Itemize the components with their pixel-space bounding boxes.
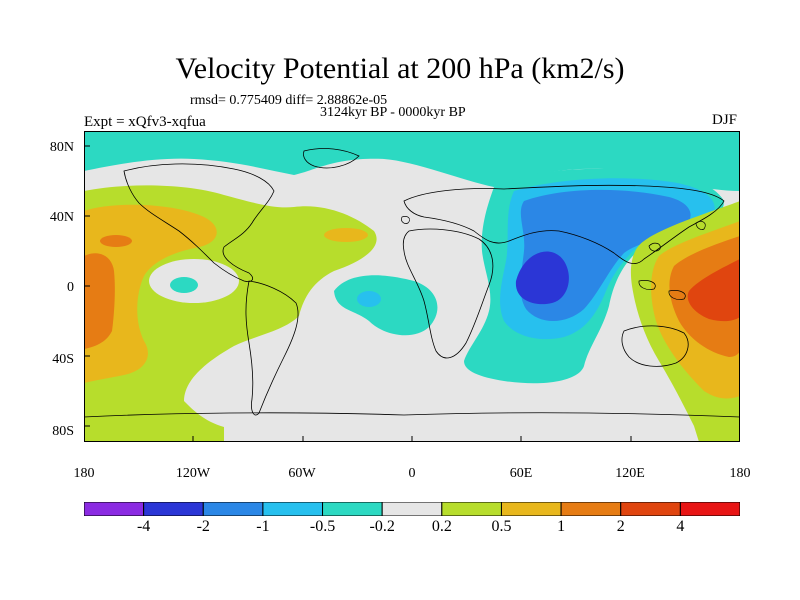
experiment-label: Expt = xQfv3-xqfua (84, 114, 206, 130)
australia-outline (621, 325, 689, 367)
velocity-potential-map (84, 131, 740, 442)
season-label: DJF (712, 112, 738, 128)
field-cyan-atlantic (334, 275, 438, 336)
stats-line: rmsd= 0.775409 diff= 2.88862e-05 (190, 93, 388, 108)
field-yellowgreen-southwest (84, 399, 224, 442)
colorbar-box (202, 502, 264, 516)
field-cyan-pacific (170, 277, 198, 293)
field-cyan-north (84, 131, 740, 191)
colorbar-box (381, 502, 443, 516)
colorbar-label: 0.2 (431, 518, 452, 535)
colorbar-box (143, 502, 204, 516)
island-outlines (401, 216, 706, 300)
colorbar-label: 1 (557, 518, 566, 535)
x-tick-label-180w: 180 (73, 466, 95, 481)
field-red-east (687, 259, 740, 322)
colorbar-label: -0.2 (369, 518, 395, 535)
field-darkblue-indian (515, 251, 569, 305)
y-tick-label-40n: 40N (49, 210, 74, 225)
colorbar-label: 2 (616, 518, 625, 535)
eurasia-outline (403, 184, 725, 265)
colorbar-label: -2 (196, 518, 210, 535)
north-america-outline (123, 163, 275, 282)
continent-outlines (84, 148, 740, 418)
antarctica-outline (84, 412, 740, 418)
colorbar (84, 502, 740, 516)
colorbar-box (262, 502, 324, 516)
colorbar-box (322, 502, 383, 516)
map-ticks (84, 145, 632, 442)
colorbar-label: 0.5 (491, 518, 512, 535)
africa-outline (402, 228, 494, 359)
period-line: 3124kyr BP - 0000kyr BP (320, 105, 466, 120)
colorbar-label: 4 (676, 518, 685, 535)
colorbar-box (441, 502, 502, 516)
field-darkorange-west (84, 253, 115, 349)
plot-title: Velocity Potential at 200 hPa (km2/s) (175, 52, 625, 85)
field-lightblue-atlantic (357, 291, 381, 307)
colorbar-label: -4 (136, 518, 151, 535)
x-tick-label-60w: 60W (288, 466, 316, 481)
colorbar-box (84, 502, 145, 516)
greenland-outline (303, 148, 360, 169)
y-tick-label-40s: 40S (52, 352, 74, 367)
y-tick-label-80n: 80N (49, 140, 74, 155)
x-tick-label-180e: 180 (729, 466, 751, 481)
colorbar-label: -0.5 (309, 518, 336, 535)
colorbar-label: -1 (256, 518, 270, 535)
x-tick-label-120e: 120E (615, 466, 645, 481)
x-tick-label-0: 0 (408, 466, 416, 481)
colorbar-box (560, 502, 622, 516)
x-tick-label-120w: 120W (175, 466, 211, 481)
y-tick-label-80s: 80S (52, 424, 74, 439)
colorbar-box (679, 502, 740, 516)
y-tick-label-0: 0 (67, 280, 74, 295)
field-orange-atlantic (324, 228, 368, 242)
colorbar-box (500, 502, 562, 516)
field-orange-west (84, 204, 217, 383)
x-tick-label-60e: 60E (509, 466, 533, 481)
colorbar-box (620, 502, 681, 516)
field-darkorange-west-patch (100, 235, 132, 247)
